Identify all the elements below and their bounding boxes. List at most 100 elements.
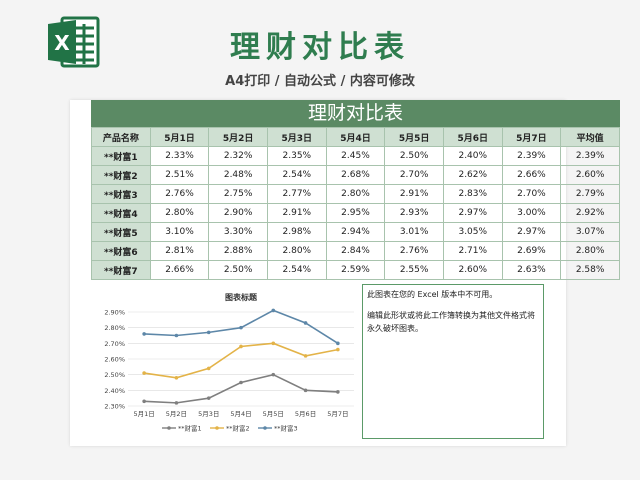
table-header-row: 产品名称 5月1日 5月2日 5月3日 5月4日 5月5日 5月6日 5月7日 平均值 [91,127,620,147]
product-name-cell[interactable]: **财富7 [91,260,151,280]
column-header: 平均值 [560,127,620,147]
rate-cell[interactable]: 2.54% [266,260,327,280]
rate-cell[interactable]: 2.40% [442,146,503,166]
table-title: 理财对比表 [91,100,620,127]
table-row: **财富3 2.76% 2.75% 2.77% 2.80% 2.91% 2.83% 2.70%… [91,184,620,204]
rate-cell[interactable]: 2.66% [501,165,562,185]
rate-cell[interactable]: 2.54% [266,165,327,185]
rate-cell[interactable]: 2.50% [384,146,444,166]
rate-cell[interactable]: 2.91% [384,184,444,204]
rate-cell[interactable]: 2.39% [560,146,620,166]
rate-cell[interactable]: 2.58% [560,260,620,280]
product-name-cell[interactable]: **财富3 [91,184,151,204]
data-point [142,399,146,404]
rate-cell[interactable]: 2.79% [560,184,620,204]
rate-cell[interactable]: 3.30% [208,222,268,242]
rate-cell[interactable]: 2.60% [442,260,503,280]
rate-cell[interactable]: 2.48% [208,165,268,185]
line-chart: 图表标题 2.90% 2.80% 2.70% 2.60% 2.50% 2.40% 2.30% 5… [104,292,354,433]
rate-cell[interactable]: 3.01% [384,222,444,242]
rate-cell[interactable]: 2.60% [560,165,620,185]
rate-cell[interactable]: 2.70% [501,184,562,204]
rate-cell[interactable]: 2.51% [149,165,210,185]
legend-marker [215,426,219,430]
rate-cell[interactable]: 2.66% [149,260,210,280]
rate-cell[interactable]: 2.33% [149,146,210,166]
rate-cell[interactable]: 3.00% [501,203,562,223]
rate-cell[interactable]: 2.55% [384,260,444,280]
rate-cell[interactable]: 2.32% [208,146,268,166]
legend-label: **财富3 [274,424,298,433]
rate-cell[interactable]: 2.80% [149,203,210,223]
rate-cell[interactable]: 2.97% [442,203,503,223]
table-row: **财富1 2.33% 2.32% 2.35% 2.45% 2.50% 2.40% 2.39%… [91,146,620,166]
y-tick-label: 2.90% [104,309,125,317]
rate-cell[interactable]: 2.90% [208,203,268,223]
rate-cell[interactable]: 2.88% [208,241,268,261]
table-row: **财富6 2.81% 2.88% 2.80% 2.84% 2.76% 2.71% 2.69%… [91,241,620,261]
rate-cell[interactable]: 2.80% [266,241,327,261]
x-tick-label: 5月2日 [166,410,187,418]
rate-cell[interactable]: 2.94% [325,222,386,242]
rate-cell[interactable]: 2.75% [208,184,268,204]
rate-cell[interactable]: 2.63% [501,260,562,280]
series-line [144,342,339,379]
chart-title: 图表标题 [225,292,258,302]
rate-cell[interactable]: 2.83% [442,184,503,204]
rate-cell[interactable]: 2.98% [266,222,327,242]
product-name-cell[interactable]: **财富6 [91,241,151,261]
data-point [303,388,308,393]
column-header: 5月4日 [325,127,386,147]
product-name-cell[interactable]: **财富1 [91,146,151,166]
data-point [303,321,308,325]
data-point [174,333,179,338]
rate-cell[interactable]: 2.69% [501,241,562,261]
column-header: 5月5日 [384,127,444,147]
data-point [303,354,308,358]
banner-subtitle: A4打印 / 自动公式 / 内容可修改 [225,74,415,89]
column-header: 5月7日 [501,127,562,147]
rate-cell[interactable]: 2.68% [325,165,386,185]
table-row: **财富4 2.80% 2.90% 2.91% 2.95% 2.93% 2.97% 3.00%… [91,203,620,223]
legend-label: **财富1 [178,424,202,433]
rate-cell[interactable]: 2.84% [325,241,386,261]
rate-cell[interactable]: 3.05% [442,222,503,242]
table-row: **财富2 2.51% 2.48% 2.54% 2.68% 2.70% 2.62% 2.66%… [91,165,620,185]
data-point [271,372,276,377]
rate-cell[interactable]: 2.80% [325,184,386,204]
rate-cell[interactable]: 3.07% [560,222,620,242]
rate-cell[interactable]: 2.45% [325,146,386,166]
rate-cell[interactable]: 2.76% [149,184,210,204]
rate-cell[interactable]: 2.50% [208,260,268,280]
rate-cell[interactable]: 2.70% [384,165,444,185]
rate-cell[interactable]: 2.97% [501,222,562,242]
product-name-cell[interactable]: **财富2 [91,165,151,185]
rate-cell[interactable]: 2.91% [266,203,327,223]
rate-cell[interactable]: 2.92% [560,203,620,223]
x-tick-label: 5月1日 [134,410,155,418]
column-header: 5月3日 [266,127,327,147]
rate-cell[interactable]: 2.62% [442,165,503,185]
data-point [174,376,179,380]
rate-cell[interactable]: 3.10% [149,222,210,242]
rate-cell[interactable]: 2.76% [384,241,444,261]
rate-cell[interactable]: 2.93% [384,203,444,223]
y-tick-label: 2.30% [104,403,125,411]
rate-cell[interactable]: 2.80% [560,241,620,261]
rate-cell[interactable]: 2.95% [325,203,386,223]
product-name-cell[interactable]: **财富5 [91,222,151,242]
data-point [271,341,276,346]
column-header: 产品名称 [91,127,151,147]
rate-cell[interactable]: 2.39% [501,146,562,166]
legend-marker [167,426,171,430]
product-name-cell[interactable]: **财富4 [91,203,151,223]
rate-cell[interactable]: 2.77% [266,184,327,204]
data-point [271,308,276,313]
rate-cell[interactable]: 2.59% [325,260,386,280]
rate-cell[interactable]: 2.81% [149,241,210,261]
data-point [206,396,211,400]
rate-cell[interactable]: 2.35% [266,146,327,166]
column-header: 5月1日 [149,127,210,147]
data-point [239,325,243,330]
rate-cell[interactable]: 2.71% [442,241,503,261]
